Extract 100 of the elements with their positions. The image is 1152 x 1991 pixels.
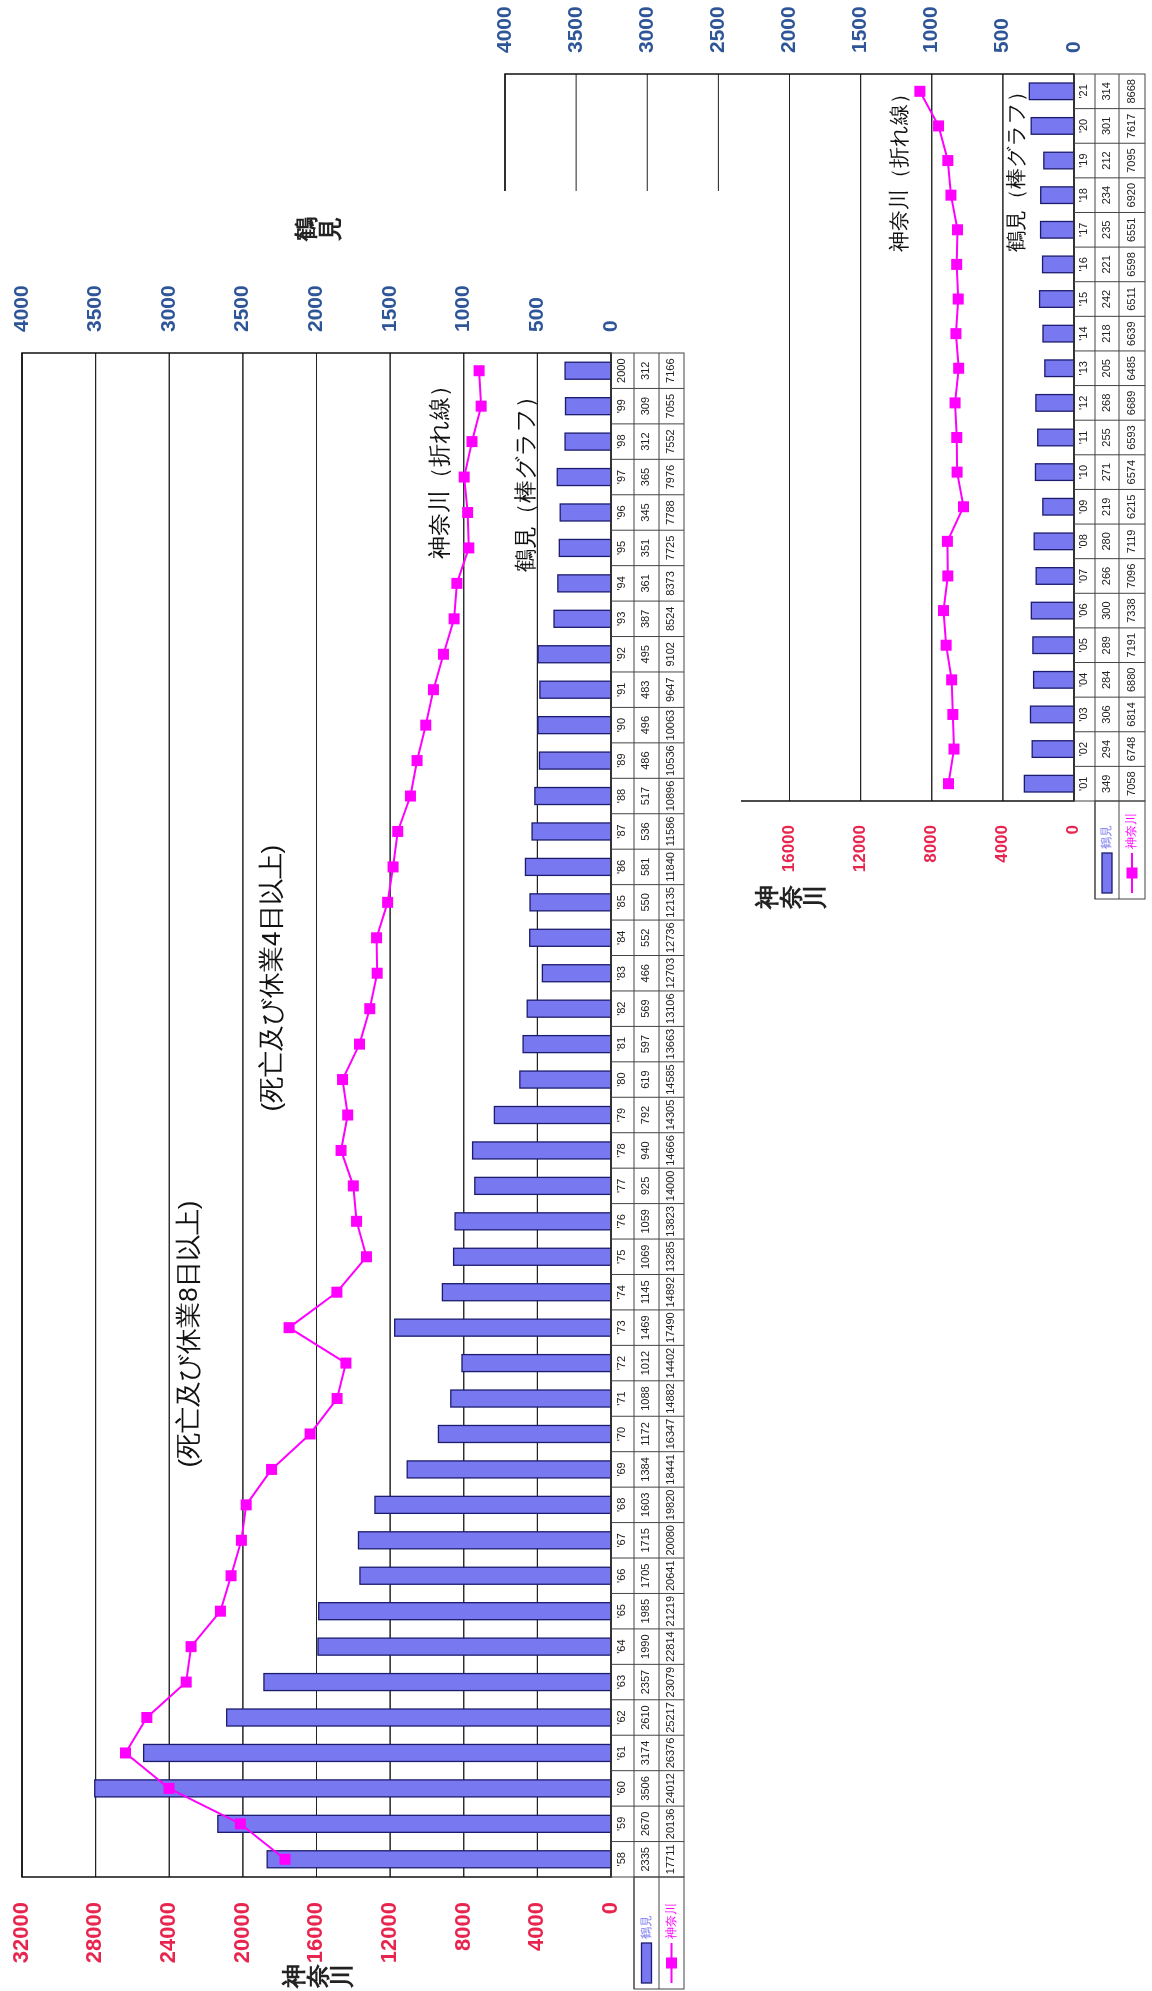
data-label: 7788 (664, 500, 677, 525)
y-tick-label: '87 (615, 824, 628, 839)
data-label: 1985 (639, 1598, 652, 1624)
data-label: 14882 (664, 1383, 677, 1414)
y-tick-label: '73 (615, 1320, 628, 1335)
data-label: 6598 (1124, 252, 1137, 277)
data-label: 569 (639, 999, 652, 1018)
x2-tick-label: 3000 (633, 6, 657, 53)
data-label: 552 (639, 928, 652, 947)
data-label: 1990 (639, 1634, 652, 1659)
x2-tick-label: 1500 (847, 6, 871, 53)
point (340, 1357, 352, 1369)
y-tick-label: '99 (615, 398, 628, 414)
data-label: 1088 (639, 1386, 652, 1411)
y-tick-label: '89 (615, 753, 628, 768)
y-tick-label: '71 (615, 1391, 628, 1406)
y-tick-label: '01 (1077, 776, 1090, 791)
data-label: 581 (639, 857, 652, 877)
y-tick-label: '69 (615, 1462, 628, 1477)
data-label: 13663 (664, 1028, 677, 1060)
data-label: 14305 (664, 1099, 677, 1131)
x2-tick-label: 1000 (450, 285, 474, 332)
y-tick-label: '11 (1077, 430, 1090, 445)
point (240, 1499, 252, 1511)
data-label: 2335 (639, 1847, 652, 1872)
y-tick-label: '67 (615, 1533, 628, 1548)
annotation: 鶴見（棒グラフ） (512, 384, 539, 572)
y-tick-label: '10 (1077, 464, 1090, 480)
data-label: 268 (1099, 393, 1112, 413)
x2-tick-label: 3500 (82, 285, 106, 332)
data-label: 3174 (639, 1740, 652, 1766)
point (387, 861, 399, 873)
y-tick-label: '97 (615, 469, 628, 485)
x-tick-label: 32000 (7, 1902, 33, 1964)
data-label: 19820 (664, 1489, 677, 1521)
data-label: 205 (1099, 359, 1112, 378)
y-tick-label: '81 (615, 1036, 628, 1052)
data-label: 619 (639, 1070, 652, 1089)
x2-tick-label: 3500 (562, 6, 586, 53)
data-label: 8373 (664, 571, 677, 596)
y-tick-label: '61 (615, 1745, 628, 1761)
data-label: 309 (639, 396, 652, 416)
data-label: 1069 (639, 1244, 652, 1270)
y-tick-label: '76 (615, 1214, 628, 1229)
point (304, 1428, 316, 1440)
y-tick-label: '60 (615, 1781, 628, 1796)
point (940, 639, 952, 651)
point (351, 1215, 363, 1227)
point (279, 1853, 291, 1865)
point (948, 743, 960, 755)
x-tick-label: 4000 (523, 1902, 549, 1951)
data-label: 466 (639, 964, 652, 983)
data-label: 1012 (639, 1350, 652, 1376)
data-label: 16347 (664, 1418, 677, 1450)
point (950, 328, 962, 340)
data-label: 280 (1099, 532, 1112, 551)
data-label: 483 (639, 680, 652, 699)
data-label: 8668 (1124, 79, 1137, 104)
y-tick-label: '74 (615, 1285, 628, 1300)
point (427, 684, 439, 696)
data-label: 9102 (664, 642, 677, 667)
x2-tick-label: 2000 (776, 6, 800, 53)
data-label: 3506 (639, 1776, 652, 1801)
data-label: 6511 (1124, 287, 1137, 311)
point (951, 432, 963, 443)
x2-tick-label: 500 (523, 296, 547, 332)
x-tick-label: 24000 (155, 1902, 181, 1964)
point (335, 1144, 347, 1156)
y-tick-label: '93 (615, 611, 628, 626)
data-label: 6689 (1124, 390, 1137, 416)
x-tick-label: 16000 (778, 825, 798, 873)
point (943, 778, 954, 790)
text: 鶴見 (638, 1915, 653, 1939)
point (180, 1676, 192, 1688)
point (462, 506, 474, 518)
point (404, 790, 416, 802)
y-tick-label: '77 (615, 1178, 628, 1194)
y-tick-label: '04 (1077, 672, 1090, 688)
data-label: 12135 (664, 887, 677, 918)
data-label: 6814 (1124, 702, 1137, 727)
point (953, 362, 965, 374)
data-label: 7119 (1124, 529, 1137, 554)
y-tick-label: '68 (615, 1497, 628, 1513)
annotation: (死亡及び休業8日以上) (172, 1200, 203, 1468)
x2-tick-label: 500 (989, 17, 1013, 53)
data-label: 312 (639, 432, 652, 451)
y-tick-label: '19 (1077, 153, 1090, 168)
data-label: 940 (639, 1141, 652, 1160)
y-tick-label: '80 (615, 1072, 628, 1087)
y-tick-label: '06 (1077, 603, 1090, 618)
point (283, 1322, 295, 1334)
data-label: 12703 (664, 957, 677, 989)
y-tick-label: '90 (615, 717, 628, 733)
point (952, 224, 964, 236)
data-label: 17490 (664, 1312, 677, 1343)
data-label: 314 (1099, 82, 1112, 101)
data-label: 496 (639, 715, 652, 735)
point (448, 613, 460, 625)
y-tick-label: '02 (1077, 741, 1090, 757)
x-tick-label: 28000 (81, 1902, 107, 1964)
